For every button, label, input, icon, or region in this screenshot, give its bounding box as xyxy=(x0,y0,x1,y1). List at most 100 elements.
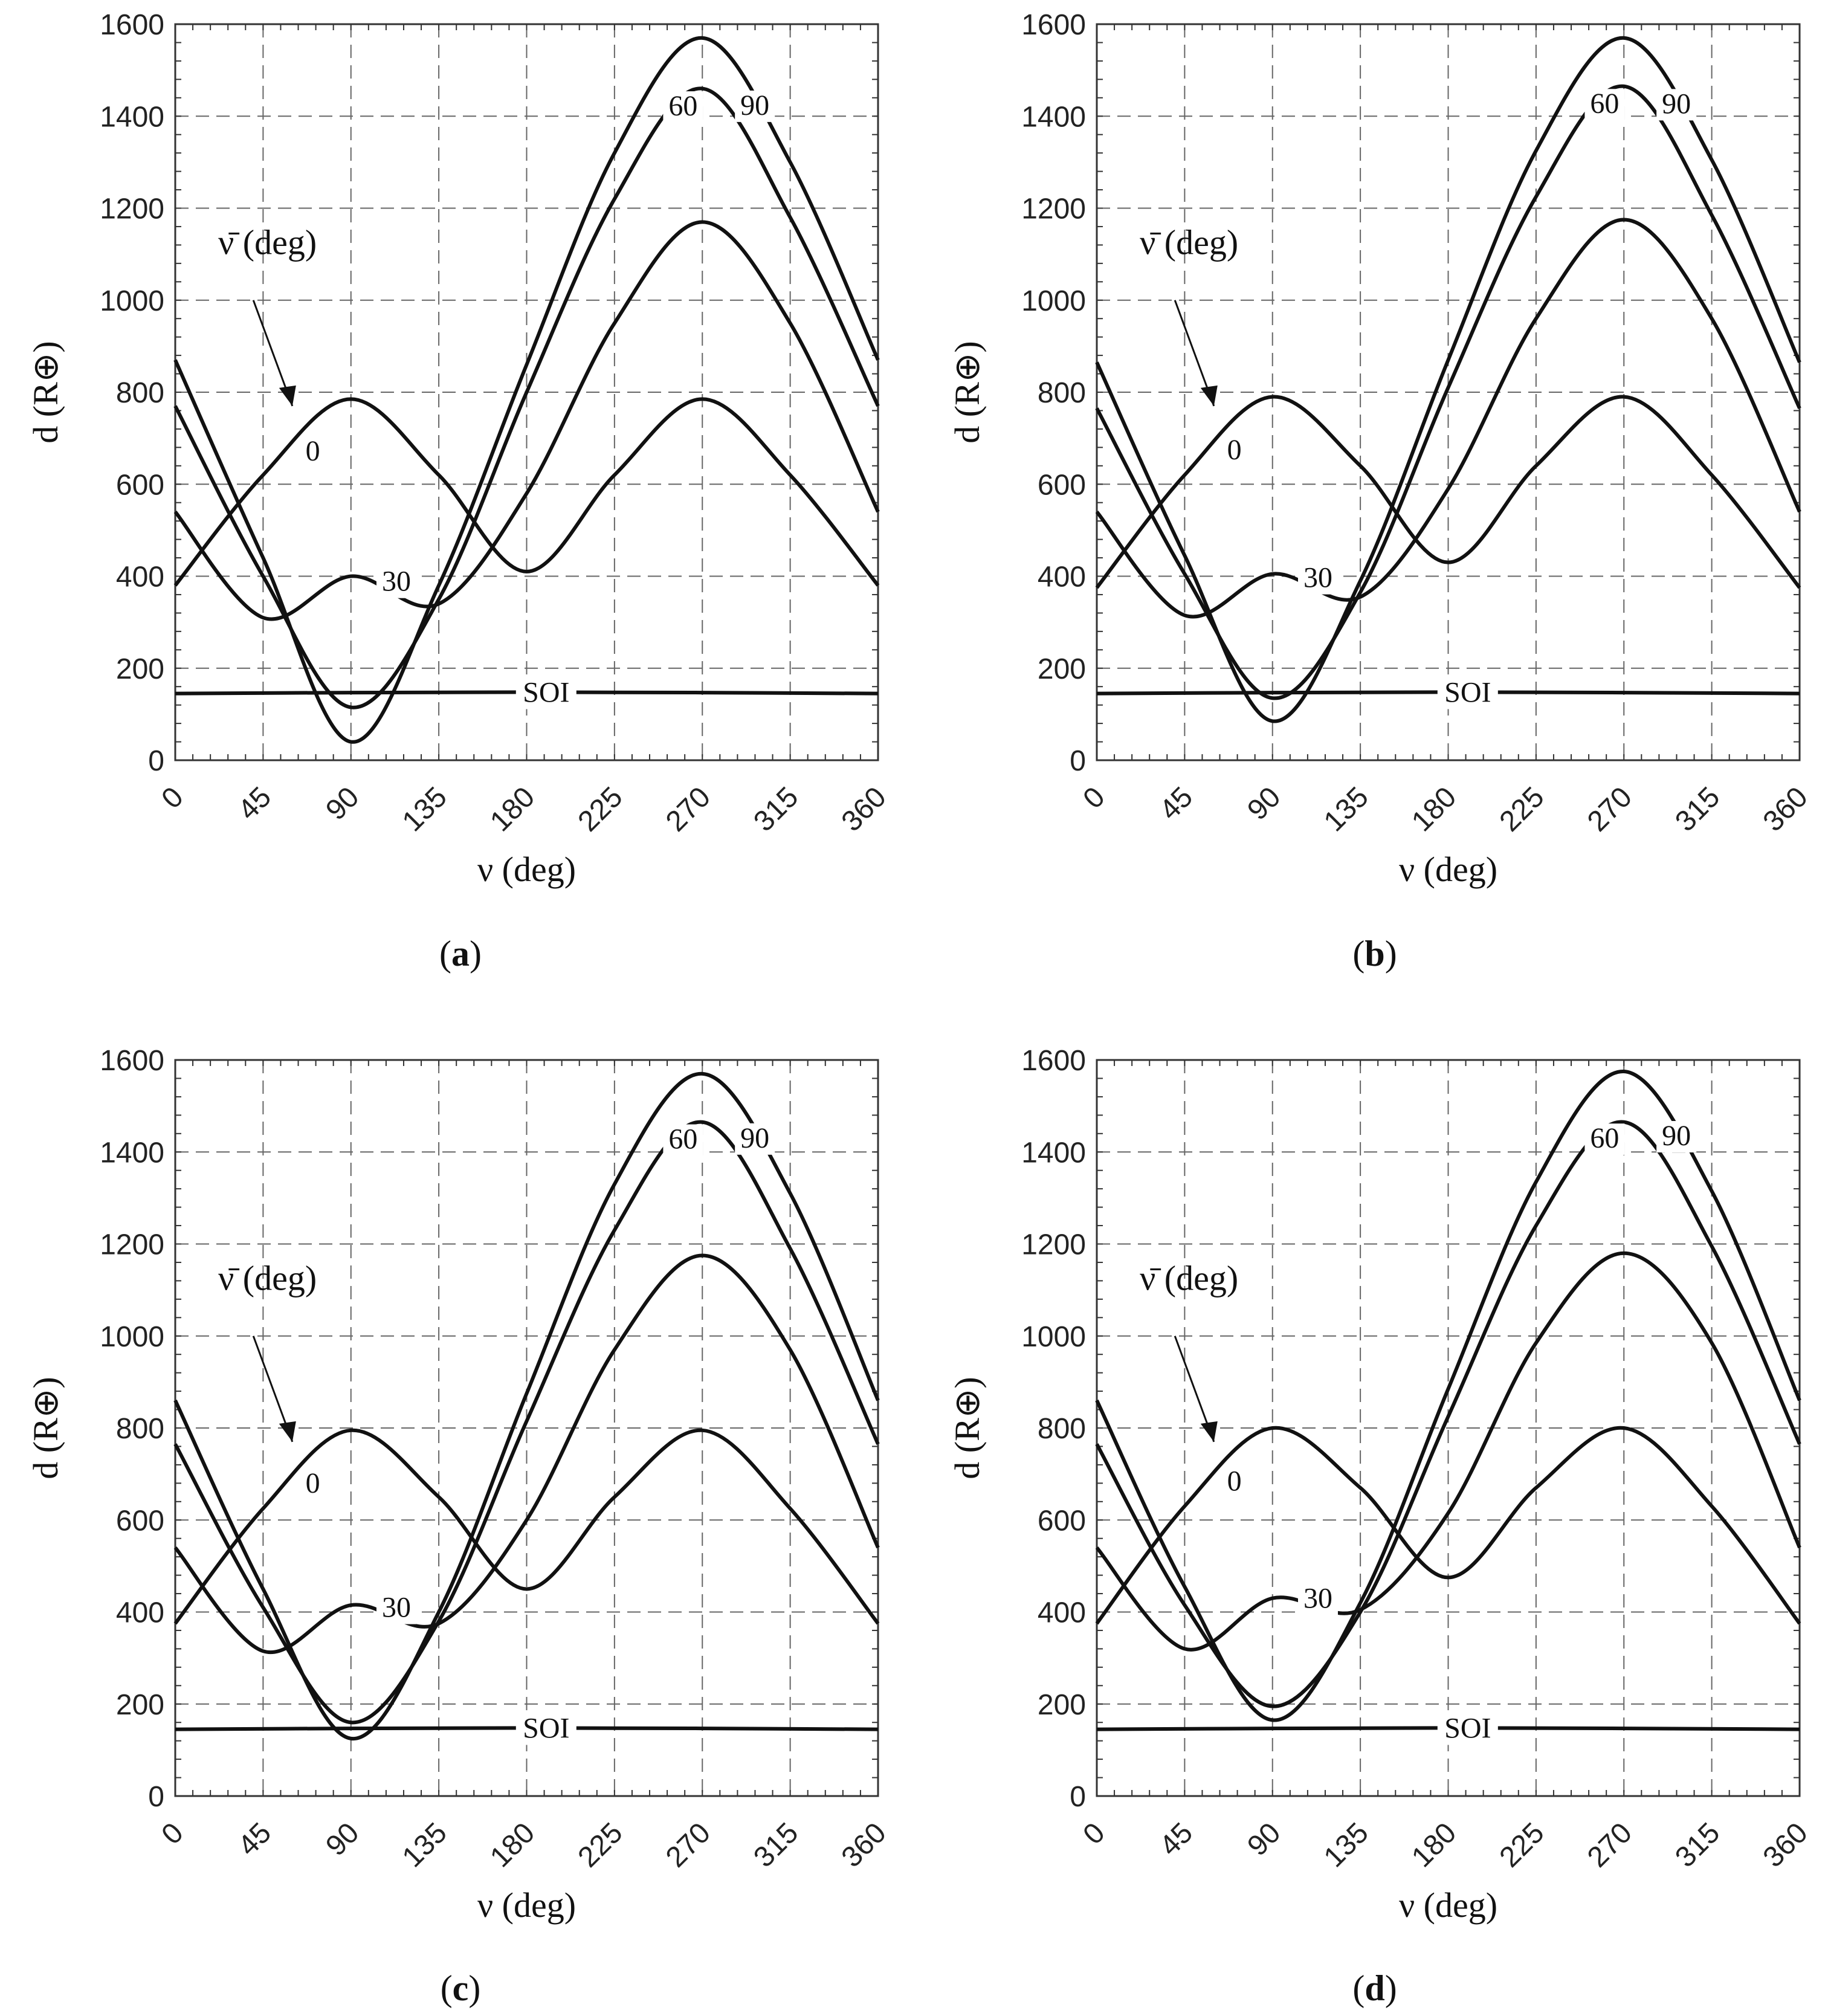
series-label-bg xyxy=(1297,1583,1338,1615)
series-label-bg xyxy=(735,90,775,122)
y-tick-label: 1400 xyxy=(100,101,164,133)
x-tick-label: 135 xyxy=(396,781,453,838)
series-label-bg xyxy=(1656,1120,1697,1152)
series-label-SOI: SOI xyxy=(1444,676,1491,708)
y-tick-label: 200 xyxy=(1038,1689,1086,1721)
panel-caption-letter: a xyxy=(451,934,470,974)
y-tick-label: 600 xyxy=(1038,469,1086,501)
y-tick-label: 1400 xyxy=(1021,101,1086,133)
x-tick-label: 45 xyxy=(1154,1817,1199,1862)
x-tick-label: 0 xyxy=(1077,781,1111,815)
y-tick-label: 1200 xyxy=(1021,193,1086,225)
x-tick-label: 360 xyxy=(1757,781,1814,838)
minor-ticks xyxy=(175,1059,879,1797)
y-axis-label: d (R⊕) xyxy=(948,1377,987,1479)
x-tick-label: 180 xyxy=(484,781,541,838)
x-tick-label: 90 xyxy=(320,1817,365,1862)
series-label-bg xyxy=(1584,89,1625,121)
y-tick-label: 1000 xyxy=(100,1321,164,1353)
y-tick-label: 1200 xyxy=(1021,1229,1086,1261)
series-label-SOI: SOI xyxy=(523,1712,569,1744)
series-label-bg xyxy=(376,1592,416,1624)
series-line-0 xyxy=(1095,395,1801,589)
x-tick-label: 225 xyxy=(572,781,629,838)
panel-caption-letter: d xyxy=(1365,1968,1384,2008)
x-tick-label: 0 xyxy=(155,1817,189,1850)
legend-title: ν̄ (deg) xyxy=(1140,1259,1238,1298)
x-tick-label: 270 xyxy=(660,781,717,838)
series-label-bg xyxy=(1437,1713,1498,1745)
x-tick-label: 45 xyxy=(232,781,277,826)
series-label-bg xyxy=(1222,1466,1247,1498)
x-tick-label: 45 xyxy=(1154,781,1199,826)
legend-arrow-head xyxy=(1200,385,1218,406)
x-tick-label: 270 xyxy=(660,1817,717,1873)
series-label-0: 0 xyxy=(1227,1465,1242,1497)
series-label-bg xyxy=(1297,563,1338,595)
x-tick-label: 180 xyxy=(484,1817,541,1873)
y-tick-label: 1400 xyxy=(100,1137,164,1169)
x-tick-label: 0 xyxy=(1077,1817,1111,1850)
series-label-60: 60 xyxy=(668,1123,697,1155)
series-label-90: 90 xyxy=(1662,1120,1691,1152)
series-label-bg xyxy=(663,1124,703,1156)
x-tick-label: 180 xyxy=(1406,1817,1462,1873)
series-line-30 xyxy=(173,1253,880,1655)
y-tick-label: 1000 xyxy=(100,285,164,317)
x-tick-label: 45 xyxy=(232,1817,277,1862)
x-tick-label: 315 xyxy=(748,1817,804,1873)
y-tick-label: 800 xyxy=(1038,377,1086,409)
series-label-SOI: SOI xyxy=(1444,1712,1491,1744)
y-tick-label: 400 xyxy=(116,561,164,593)
x-axis-label: ν (deg) xyxy=(477,1885,576,1925)
panel-caption-letter: b xyxy=(1365,934,1384,974)
series-label-30: 30 xyxy=(1303,1583,1332,1615)
legend-title: ν̄ (deg) xyxy=(1140,223,1238,262)
y-tick-label: 400 xyxy=(116,1597,164,1629)
axes-box xyxy=(1096,23,1801,761)
y-tick-label: 200 xyxy=(1038,653,1086,685)
y-tick-label: 600 xyxy=(1038,1505,1086,1537)
x-tick-label: 225 xyxy=(572,1817,629,1873)
series-line-60 xyxy=(1095,1120,1801,1708)
x-tick-label: 315 xyxy=(748,781,804,838)
x-tick-label: 135 xyxy=(396,1817,453,1873)
series-line-0 xyxy=(173,1428,880,1625)
series-label-bg xyxy=(735,1123,775,1155)
x-tick-label: 90 xyxy=(1241,1817,1287,1862)
series-label-90: 90 xyxy=(740,1122,769,1154)
series-label-60: 60 xyxy=(1590,1122,1619,1154)
series-label-0: 0 xyxy=(306,1467,320,1499)
panel-caption: (d) xyxy=(1352,1968,1397,2008)
series-line-0 xyxy=(1095,1426,1801,1625)
x-tick-label: 360 xyxy=(1757,1817,1814,1873)
series-label-bg xyxy=(1437,677,1498,709)
series-line-0 xyxy=(173,397,880,587)
y-tick-label: 200 xyxy=(116,1689,164,1721)
series-label-30: 30 xyxy=(382,566,411,598)
x-axis-label: ν (deg) xyxy=(1399,1885,1497,1925)
x-tick-label: 135 xyxy=(1318,1817,1375,1873)
legend-title: ν̄ (deg) xyxy=(218,1259,317,1298)
y-tick-label: 0 xyxy=(1070,1781,1086,1813)
y-tick-label: 1600 xyxy=(100,9,164,41)
y-axis-label: d (R⊕) xyxy=(26,1377,65,1479)
x-tick-label: 135 xyxy=(1318,781,1375,838)
y-tick-label: 400 xyxy=(1038,561,1086,593)
series-label-bg xyxy=(663,91,703,123)
series-label-bg xyxy=(300,436,325,468)
axes-box xyxy=(1096,1059,1801,1797)
series-label-bg xyxy=(1656,89,1697,121)
series-label-bg xyxy=(515,1713,576,1745)
series-label-0: 0 xyxy=(1227,434,1242,466)
y-tick-label: 1000 xyxy=(1021,285,1086,317)
y-tick-label: 800 xyxy=(1038,1413,1086,1445)
series-label-30: 30 xyxy=(1303,562,1332,594)
x-tick-label: 270 xyxy=(1581,1817,1638,1873)
legend-arrow-head xyxy=(279,1421,296,1442)
y-tick-label: 600 xyxy=(116,1505,164,1537)
y-axis-label: d (R⊕) xyxy=(948,341,987,443)
